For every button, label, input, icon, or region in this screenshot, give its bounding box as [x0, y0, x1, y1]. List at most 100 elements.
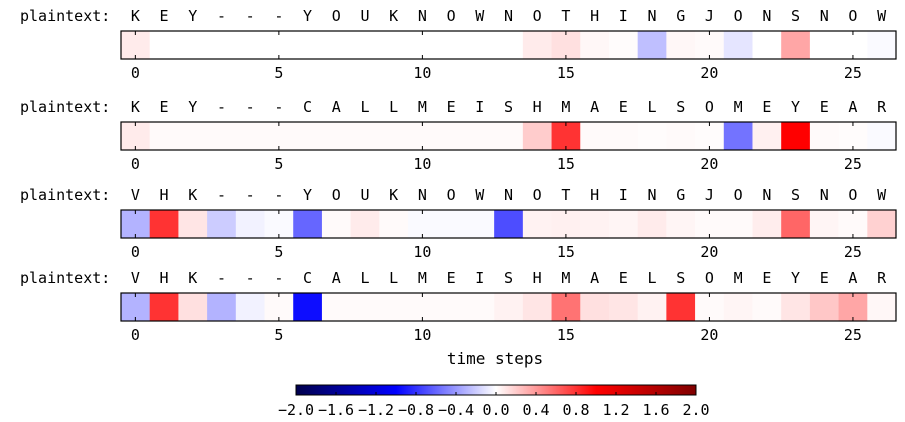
plaintext-letter: K — [389, 7, 398, 25]
heatmap-cell — [379, 31, 409, 59]
plaintext-letter: L — [389, 269, 398, 287]
heatmap-cell — [465, 293, 495, 321]
heatmap-cell — [494, 31, 524, 59]
plaintext-letter: S — [791, 7, 800, 25]
plaintext-letter: O — [332, 7, 341, 25]
heatmap-cell — [264, 293, 294, 321]
plaintext-letter: K — [188, 269, 197, 287]
heatmap-cell — [637, 122, 667, 150]
heatmap-cell — [781, 122, 811, 150]
heatmap-cell — [781, 210, 811, 238]
heatmap-cell — [723, 293, 753, 321]
plaintext-letter: W — [877, 186, 887, 204]
plaintext-letter: E — [820, 98, 829, 116]
plaintext-letter: N — [504, 186, 513, 204]
plaintext-letter: K — [131, 98, 140, 116]
x-axis-label: time steps — [447, 349, 543, 368]
heatmap-row-1: plaintext: K E Y - - - Y O U K N O W N O T H I N G J O N S N O W 0 5 1… — [20, 7, 897, 82]
heatmap-cell — [695, 122, 725, 150]
plaintext-letter: Y — [791, 98, 800, 116]
plaintext-letter: E — [160, 7, 169, 25]
heatmap-cell — [264, 210, 294, 238]
x-tick-label: 10 — [413, 64, 431, 82]
plaintext-letter: - — [217, 98, 226, 116]
plaintext-letter: E — [762, 269, 771, 287]
heatmap-cell — [695, 293, 725, 321]
heatmap-cell — [809, 210, 839, 238]
heatmap-cell — [465, 122, 495, 150]
plaintext-letter: O — [447, 186, 456, 204]
heatmap-row-3: plaintext: V H K - - - Y O U K N O W N O T H I N G J O N S N O W 0 5 1… — [20, 186, 897, 261]
plaintext-letter: C — [303, 269, 312, 287]
plaintext-letter: - — [246, 186, 255, 204]
plaintext-letter: A — [332, 98, 341, 116]
plaintext-letter: C — [303, 98, 312, 116]
plaintext-letter: S — [676, 269, 685, 287]
plaintext-letter: R — [877, 98, 887, 116]
heatmap-cell — [608, 122, 639, 150]
plaintext-letter: A — [848, 269, 857, 287]
heatmap-cell — [608, 31, 639, 59]
heatmap-cell — [293, 210, 323, 238]
heatmap-cell — [666, 122, 696, 150]
heatmap-cell — [293, 122, 323, 150]
heatmap-cell — [809, 293, 839, 321]
plaintext-letter: - — [274, 7, 283, 25]
x-tick-label: 20 — [700, 64, 718, 82]
plaintext-letter: E — [447, 269, 456, 287]
plaintext-letter: U — [360, 7, 369, 25]
heatmap-cell — [752, 293, 782, 321]
heatmap-cell — [838, 122, 868, 150]
plaintext-letter: O — [332, 186, 341, 204]
plaintext-letter: N — [648, 7, 657, 25]
heatmap-cell — [666, 293, 696, 321]
plaintext-letter: - — [274, 98, 283, 116]
colorbar-tick-label: 2.0 — [682, 401, 709, 419]
heatmap-cell — [637, 210, 667, 238]
plaintext-letter: S — [504, 98, 513, 116]
heatmap-cell — [350, 122, 380, 150]
plaintext-letter: I — [475, 98, 484, 116]
heatmap-cell — [752, 210, 782, 238]
heatmap-cell — [781, 31, 811, 59]
panel-frame — [120, 209, 897, 239]
panel-frame — [120, 121, 897, 151]
plaintext-letter: N — [648, 186, 657, 204]
x-tick-label: 10 — [413, 243, 431, 261]
heatmap-cell — [580, 31, 610, 59]
heatmap-cell — [178, 293, 208, 321]
heatmap-row-2: plaintext: K E Y - - - C A L L M E I S H M A E L S O M E Y E A R 0 5 1… — [20, 98, 897, 173]
heatmap-cell — [551, 31, 581, 59]
heatmap-cell — [838, 210, 868, 238]
plaintext-letter: V — [131, 186, 140, 204]
colorbar-tick-label: 1.2 — [602, 401, 629, 419]
plaintext-letter: N — [762, 186, 771, 204]
heatmap-cell — [264, 31, 294, 59]
colorbar-tick-label: −1.6 — [318, 401, 354, 419]
colorbar-tick-label: 0.8 — [562, 401, 589, 419]
heatmap-cell — [235, 293, 265, 321]
x-tick-label: 15 — [557, 155, 575, 173]
heatmap-cell — [408, 293, 438, 321]
x-tick-label: 10 — [413, 155, 431, 173]
x-tick-label: 5 — [274, 326, 283, 344]
heatmap-cell — [608, 293, 639, 321]
heatmap-cell — [867, 122, 897, 150]
plaintext-letter: O — [533, 7, 542, 25]
colorbar-ticks: −2.0 −1.6 −1.2 −0.8 −0.4 0.0 0.4 0.8 1.2 1.6 2.0 — [278, 392, 710, 419]
plaintext-letter: G — [676, 186, 685, 204]
heatmap-cell — [408, 210, 438, 238]
heatmap-cell — [121, 122, 151, 150]
plaintext-letter: L — [360, 98, 369, 116]
plaintext-letter: N — [762, 7, 771, 25]
x-tick-label: 0 — [131, 243, 140, 261]
heatmap-cell — [235, 122, 265, 150]
plaintext-letter: M — [561, 269, 570, 287]
plaintext-letter: - — [246, 269, 255, 287]
plaintext-letter: W — [475, 186, 485, 204]
plaintext-letter: J — [705, 7, 714, 25]
heatmap-cell — [207, 210, 237, 238]
heatmap-cell — [321, 210, 352, 238]
heatmap-cell — [867, 293, 897, 321]
heatmap-cell — [121, 31, 151, 59]
